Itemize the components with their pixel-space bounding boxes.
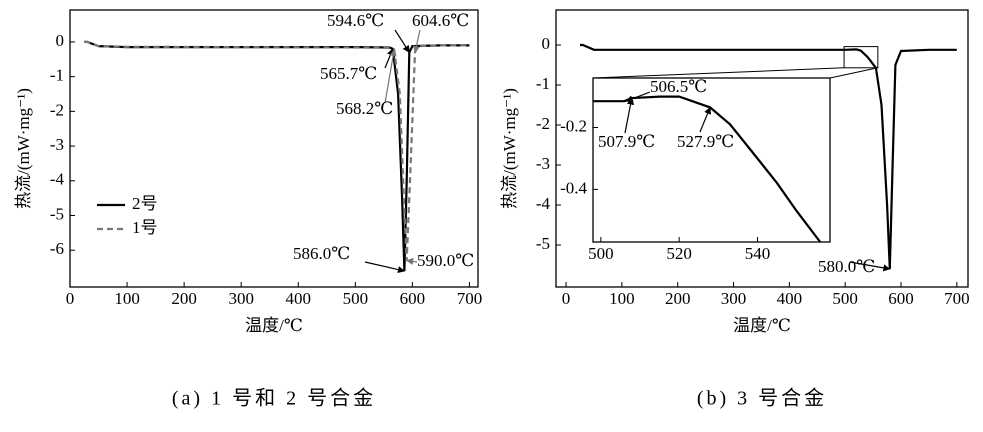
x-tick-label: 500 [832, 289, 858, 308]
annotation-arrow [849, 261, 891, 272]
annotation: 590.0℃ [417, 251, 474, 270]
x-tick-label: 0 [66, 289, 75, 308]
x-tick-label: 100 [609, 289, 635, 308]
y-tick-label: -2 [536, 114, 550, 133]
annotation-arrow [412, 29, 421, 54]
x-tick-label: 400 [777, 289, 803, 308]
y-tick-label: -4 [50, 170, 65, 189]
y-tick-label: -6 [50, 239, 64, 258]
y-axis-label: 热流/(mW·mg⁻¹) [500, 88, 519, 209]
x-tick-label: 200 [171, 289, 197, 308]
y-tick-label: 0 [56, 31, 65, 50]
series-line [593, 95, 822, 243]
x-axis-label: 温度/℃ [733, 316, 791, 335]
annotation-arrow [624, 97, 635, 134]
y-axis-label: 热流/(mW·mg⁻¹) [14, 88, 33, 209]
x-tick-label: 540 [745, 244, 771, 263]
y-tick-label: -4 [536, 194, 551, 213]
y-tick-label: -5 [50, 204, 64, 223]
y-tick-label: -2 [50, 100, 64, 119]
x-tick-label: 520 [666, 244, 692, 263]
annotation-arrow [699, 106, 711, 133]
y-tick-label: -0.4 [560, 178, 587, 197]
zoom-connector [592, 67, 845, 79]
legend-label: 1号 [132, 218, 158, 237]
x-tick-label: 500 [588, 244, 614, 263]
annotation-arrow [364, 261, 406, 274]
annotation: 586.0℃ [293, 244, 350, 263]
y-tick-label: -1 [50, 66, 64, 85]
annotation: 604.6℃ [412, 11, 469, 30]
x-tick-label: 700 [944, 289, 970, 308]
y-tick-label: 0 [542, 34, 551, 53]
legend-label: 2号 [132, 194, 158, 213]
annotation: 527.9℃ [677, 132, 734, 151]
y-tick-label: -3 [50, 135, 64, 154]
annotation-arrow [405, 257, 418, 266]
y-tick-label: -1 [536, 74, 550, 93]
x-tick-label: 700 [457, 289, 483, 308]
annotation-arrow [394, 29, 410, 53]
inset-frame [592, 77, 831, 243]
y-tick-label: -0.2 [560, 116, 587, 135]
annotation: 580.0℃ [818, 257, 875, 276]
zoom-connector [829, 67, 878, 79]
plot-frame [69, 9, 479, 288]
annotation: 594.6℃ [327, 11, 384, 30]
caption: (a) 1 号和 2 号合金 [172, 387, 376, 410]
x-tick-label: 300 [228, 289, 254, 308]
annotation-arrow [384, 48, 397, 104]
annotation: 568.2℃ [336, 99, 393, 118]
x-tick-label: 600 [888, 289, 914, 308]
plot-frame [555, 9, 969, 288]
annotation: 507.9℃ [598, 132, 655, 151]
x-tick-label: 600 [400, 289, 426, 308]
y-tick-label: -5 [536, 234, 550, 253]
annotation: 506.5℃ [650, 77, 707, 96]
x-tick-label: 400 [286, 289, 312, 308]
x-axis-label: 温度/℃ [245, 316, 303, 335]
annotation: 565.7℃ [320, 64, 377, 83]
zoom-box [843, 46, 879, 69]
x-tick-label: 500 [343, 289, 369, 308]
series-line [580, 43, 957, 270]
y-tick-label: -3 [536, 154, 550, 173]
x-tick-label: 300 [721, 289, 747, 308]
series-line [84, 40, 470, 272]
caption: (b) 3 号合金 [697, 387, 827, 410]
x-tick-label: 200 [665, 289, 691, 308]
x-tick-label: 100 [114, 289, 140, 308]
x-tick-label: 0 [562, 289, 571, 308]
